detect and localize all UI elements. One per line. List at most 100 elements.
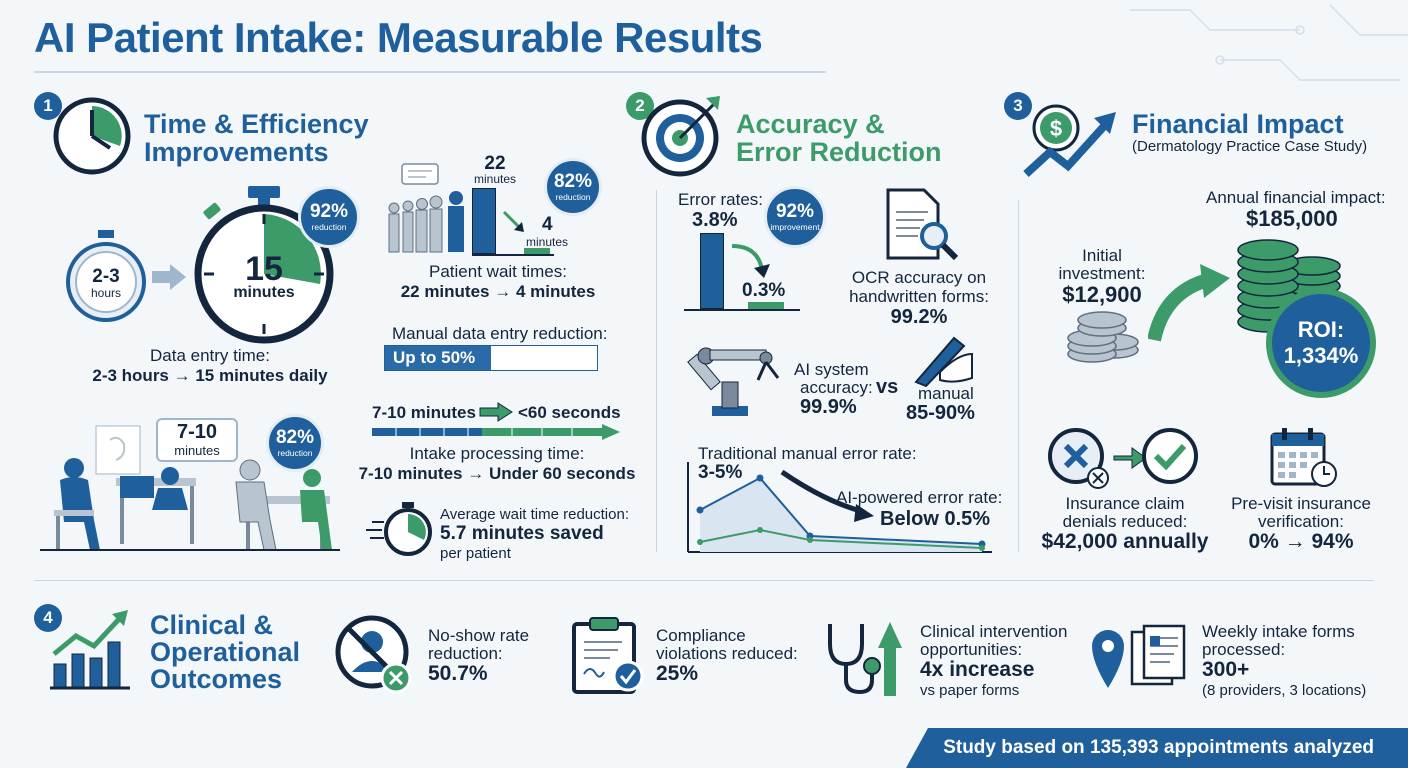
clock-icon <box>53 97 131 175</box>
wait-bar-after-value: 4 <box>542 214 553 235</box>
noshow-label-1: No-show rate <box>428 626 530 645</box>
badge-pct: 82% <box>275 427 315 448</box>
avg-wait-sub: per patient <box>440 545 511 562</box>
weekly-value: 300+ <box>1202 658 1250 681</box>
weekly-sub: (8 providers, 3 locations) <box>1202 682 1367 699</box>
badge-label: reduction <box>277 448 313 458</box>
verify-label-1: Pre-visit insurance <box>1231 494 1371 513</box>
ai-accuracy-label-2: accuracy: <box>800 378 873 397</box>
section-4-title-line1: Clinical & <box>150 610 274 640</box>
error-down-arrow <box>731 244 770 278</box>
roi-label: ROI: <box>1297 317 1345 342</box>
weekly-label-2: processed: <box>1202 640 1286 659</box>
section-3-title: Financial Impact <box>1132 109 1344 139</box>
badge-wait-reduction: 82% reduction <box>544 158 602 216</box>
queue-people-icon <box>388 163 464 253</box>
clinical-sub: vs paper forms <box>920 682 1020 699</box>
growth-chart-icon <box>50 610 130 690</box>
svg-text:$: $ <box>1050 116 1062 141</box>
error-bar-before <box>700 233 724 309</box>
intake-progress-arrow <box>372 424 620 440</box>
error-rates-label: Error rates: <box>678 190 764 209</box>
badge-pct: 92% <box>309 201 349 222</box>
location-forms-icon <box>1092 624 1186 688</box>
invest-label-1: Initial <box>1082 246 1122 265</box>
wait-bar-before <box>472 188 496 254</box>
wait-times-label: Patient wait times: <box>429 262 567 281</box>
wait-bar-before-unit: minutes <box>473 172 517 186</box>
manual-accuracy-label: manual <box>918 384 974 403</box>
wait-times-value: 22 minutes → 4 minutes <box>400 282 596 301</box>
robot-arm-icon <box>687 347 780 416</box>
ai-error-label: AI-powered error rate: <box>836 488 1003 507</box>
title-divider <box>34 71 826 73</box>
intake-to-value: <60 seconds <box>518 403 621 422</box>
error-bar-baseline <box>684 309 800 311</box>
data-entry-value: 2-3 hours → 15 minutes daily <box>92 366 328 385</box>
avg-wait-value: 5.7 minutes saved <box>440 523 604 544</box>
error-before-value: 3.8% <box>692 209 738 231</box>
badge-label: reduction <box>555 192 591 202</box>
manual-entry-bar-fill: Up to 50% <box>385 346 491 370</box>
wait-bar-baseline <box>472 254 554 256</box>
section-3-subtitle: (Dermatology Practice Case Study) <box>1132 138 1368 155</box>
section-4-number: 4 <box>34 604 62 632</box>
wait-bar-after-unit: minutes <box>526 235 569 249</box>
manual-entry-bar-track: Up to 50% <box>384 345 598 371</box>
weekly-label-1: Weekly intake forms <box>1202 622 1355 641</box>
wait-bar-after <box>524 248 550 254</box>
ocr-label-1: OCR accuracy on <box>851 268 987 287</box>
trad-error-label: Traditional manual error rate: <box>698 444 917 463</box>
section-1-number: 1 <box>34 92 62 120</box>
annual-impact-label: Annual financial impact: <box>1206 188 1386 207</box>
verify-label-2: verification: <box>1258 512 1344 531</box>
stopwatch-before-value: 2-3 <box>92 266 120 287</box>
down-arrow-icon <box>502 210 524 232</box>
trad-error-value: 3-5% <box>698 462 743 483</box>
ai-accuracy-label-1: AI system <box>794 360 869 379</box>
error-after-value: 0.3% <box>742 280 786 301</box>
section-1-title-line2: Improvements <box>144 137 329 167</box>
vs-text: vs <box>876 376 899 398</box>
badge-data-entry-reduction: 92% reduction <box>298 186 360 248</box>
manual-accuracy-value: 85-90% <box>906 402 975 424</box>
avg-wait-label: Average wait time reduction: <box>440 506 629 523</box>
manual-entry-label: Manual data entry reduction: <box>392 324 608 343</box>
section-2-title-line1: Accuracy & <box>736 109 885 139</box>
data-entry-label: Data entry time: <box>150 346 270 365</box>
clipboard-check-icon <box>572 617 644 694</box>
invest-label-2: investment: <box>1058 264 1146 283</box>
section-1-title: Time & Efficiency Improvements <box>144 110 369 166</box>
wait-bubble <box>156 418 238 462</box>
badge-label: improvement <box>770 222 820 232</box>
section-1-title-line1: Time & Efficiency <box>144 109 369 139</box>
annual-impact-value: $185,000 <box>1246 206 1338 231</box>
bubble-value: 7-10 <box>176 421 218 443</box>
section-2-title: Accuracy & Error Reduction <box>736 110 942 166</box>
error-trend-chart <box>687 462 992 553</box>
growth-curve-arrow <box>1148 264 1230 342</box>
ocr-value: 99.2% <box>890 306 948 328</box>
noshow-value: 50.7% <box>428 662 488 685</box>
section-divider <box>34 580 1374 581</box>
dollar-growth-icon: $ <box>1023 104 1116 177</box>
section-4-title-line2: Operational <box>150 637 301 667</box>
badge-intake-reduction: 82% reduction <box>266 414 324 472</box>
intake-from-value: 7-10 minutes <box>372 403 476 422</box>
ocr-label-2: handwritten forms: <box>849 287 989 306</box>
stopwatch-after-value: 15 <box>245 250 283 288</box>
roi-badge: ROI: 1,334% <box>1266 288 1376 398</box>
intake-value: 7-10 minutes → Under 60 seconds <box>358 464 636 483</box>
clinical-value: 4x increase <box>920 658 1035 681</box>
no-show-icon <box>335 615 412 694</box>
clinical-label-1: Clinical intervention <box>920 622 1068 641</box>
section-4-title: Clinical & Operational Outcomes <box>150 612 300 693</box>
badge-error-improvement: 92% improvement <box>764 186 826 248</box>
compliance-label-1: Compliance <box>656 626 746 645</box>
document-search-icon <box>886 188 959 261</box>
noshow-label-2: reduction: <box>428 644 503 663</box>
badge-pct: 92% <box>775 201 815 222</box>
denials-label-2: denials reduced: <box>1062 512 1188 531</box>
denials-value: $42,000 annually <box>1041 530 1209 553</box>
page-title: AI Patient Intake: Measurable Results <box>34 14 763 61</box>
